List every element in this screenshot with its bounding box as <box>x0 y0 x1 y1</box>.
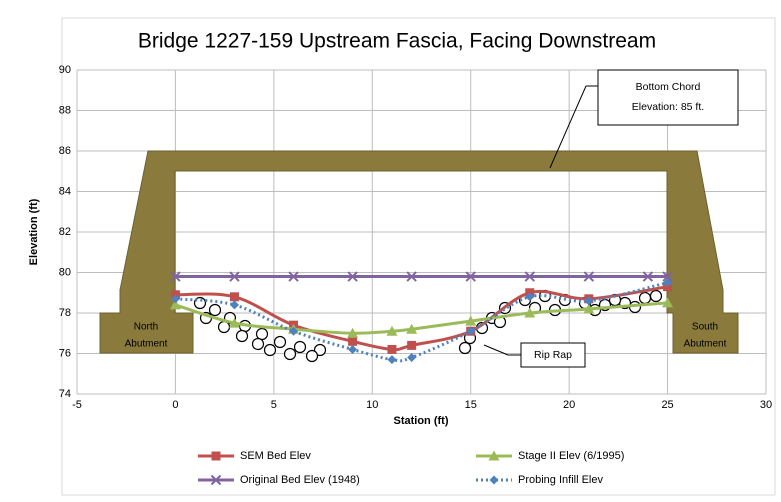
y-tick-label: 78 <box>59 307 71 319</box>
y-tick-label: 76 <box>59 347 71 359</box>
y-tick-label: 82 <box>59 226 71 238</box>
abutment-label: North <box>134 322 158 333</box>
chart: Bridge 1227-159 Upstream Fascia, Facing … <box>0 0 781 497</box>
rip-rap-stone <box>460 343 471 354</box>
x-tick-label: -5 <box>72 399 82 411</box>
y-tick-label: 74 <box>59 388 71 400</box>
marker <box>212 452 221 461</box>
abutment-label: Abutment <box>684 339 727 350</box>
y-tick-label: 86 <box>59 145 71 157</box>
x-tick-label: 0 <box>172 399 178 411</box>
legend-label: Original Bed Elev (1948) <box>240 474 360 486</box>
marker <box>348 337 357 346</box>
y-tick-label: 84 <box>59 185 71 197</box>
rip-rap-stone <box>237 331 248 342</box>
x-tick-label: 30 <box>760 399 772 411</box>
rip-rap-stone <box>253 339 264 350</box>
y-axis-title: Elevation (ft) <box>28 198 40 265</box>
callout-text: Elevation: 85 ft. <box>632 101 704 113</box>
marker <box>407 341 416 350</box>
x-tick-label: 5 <box>271 399 277 411</box>
rip-rap-stone <box>285 349 296 360</box>
chart-title: Bridge 1227-159 Upstream Fascia, Facing … <box>138 30 656 53</box>
page: {"chart_data": { "type": "line", "title"… <box>0 0 781 497</box>
abutment-label: Abutment <box>125 339 168 350</box>
callout-text: Rip Rap <box>534 349 572 361</box>
callout-text: Bottom Chord <box>636 81 701 93</box>
callout-box <box>598 70 738 125</box>
rip-rap-stone <box>295 342 306 353</box>
marker <box>387 345 396 354</box>
x-tick-label: 15 <box>465 399 477 411</box>
rip-rap-stone <box>257 329 268 340</box>
rip-rap-stone <box>265 345 276 356</box>
x-tick-label: 20 <box>563 399 575 411</box>
rip-rap-stone <box>651 291 662 302</box>
rip-rap-stone <box>640 293 651 304</box>
x-tick-label: 10 <box>366 399 378 411</box>
legend-label: Probing Infill Elev <box>518 474 603 486</box>
abutment-label: South <box>692 322 718 333</box>
y-tick-label: 90 <box>59 64 71 76</box>
x-tick-label: 25 <box>661 399 673 411</box>
rip-rap-stone <box>219 322 230 333</box>
legend-item: SEM Bed Elev <box>198 450 311 462</box>
rip-rap-stone <box>307 351 318 362</box>
marker <box>230 292 239 301</box>
rip-rap-stone <box>210 305 221 316</box>
legend-label: Stage II Elev (6/1995) <box>518 450 624 462</box>
x-axis-title: Station (ft) <box>394 415 449 427</box>
rip-rap-stone <box>275 337 286 348</box>
y-tick-label: 80 <box>59 266 71 278</box>
legend-label: SEM Bed Elev <box>240 450 311 462</box>
y-tick-label: 88 <box>59 104 71 116</box>
